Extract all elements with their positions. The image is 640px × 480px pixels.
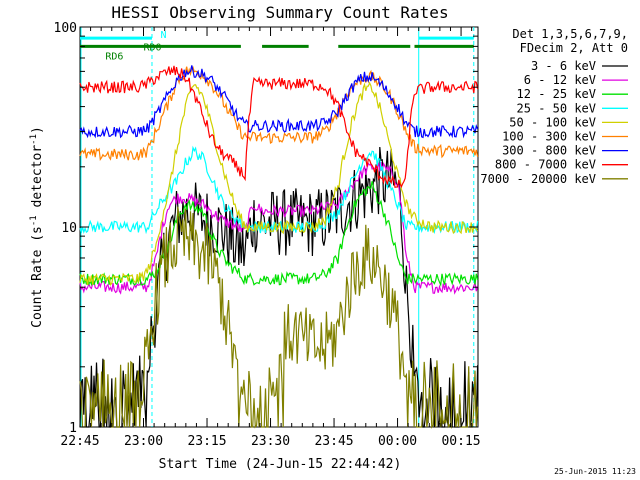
flag-bars <box>80 36 474 48</box>
x-axis: 22:45 23:00 23:15 23:30 23:45 00:00 00:15 <box>60 27 481 449</box>
flag-label: RD6 <box>105 52 123 63</box>
series-line <box>79 206 479 429</box>
legend-label: 6 - 12 keV <box>524 73 596 87</box>
legend-label: 100 - 300 keV <box>502 130 596 144</box>
series-line <box>79 181 479 288</box>
series-line <box>79 161 479 295</box>
legend-label: 25 - 50 keV <box>517 101 596 115</box>
y-axis-label: Count Rate (s-1 detector-1) <box>29 126 45 328</box>
timestamp: 25-Jun-2015 11:23 <box>554 467 636 476</box>
chart-title: HESSI Observing Summary Count Rates <box>111 3 448 22</box>
y-axis: 1 10 100 <box>54 21 478 436</box>
legend-label: 50 - 100 keV <box>509 115 596 129</box>
x-axis-label: Start Time (24-Jun-15 22:44:42) <box>159 457 402 472</box>
legend: Det 1,3,5,6,7,9, FDecim 2, Att 0 3 - 6 k… <box>480 27 628 186</box>
x-tick-label: 00:00 <box>378 434 417 449</box>
x-tick-label: 23:30 <box>251 434 290 449</box>
series-line <box>79 65 479 139</box>
x-tick-label: 23:15 <box>187 434 226 449</box>
x-tick-label: 23:45 <box>314 434 353 449</box>
legend-label: 300 - 800 keV <box>502 144 596 158</box>
flag-label: RD0 <box>144 42 162 53</box>
y-tick-label: 10 <box>61 221 77 236</box>
legend-label: 12 - 25 keV <box>517 87 596 101</box>
legend-header-line-2: FDecim 2, Att 0 <box>520 41 628 55</box>
series-line <box>79 145 479 235</box>
legend-label: 7000 - 20000 keV <box>480 172 596 186</box>
series-line <box>79 65 479 189</box>
series-layer <box>79 65 479 429</box>
legend-label: 3 - 6 keV <box>531 59 596 73</box>
x-tick-label: 22:45 <box>60 434 99 449</box>
legend-header-line-1: Det 1,3,5,6,7,9, <box>512 27 628 41</box>
y-tick-label: 1 <box>69 421 77 436</box>
y-tick-label: 100 <box>54 21 77 36</box>
flag-label: N <box>160 30 166 41</box>
series-line <box>79 66 479 162</box>
x-tick-label: 23:00 <box>124 434 163 449</box>
x-tick-label: 00:15 <box>441 434 480 449</box>
series-line <box>79 81 479 287</box>
legend-label: 800 - 7000 keV <box>495 158 596 172</box>
series-line <box>79 146 479 428</box>
